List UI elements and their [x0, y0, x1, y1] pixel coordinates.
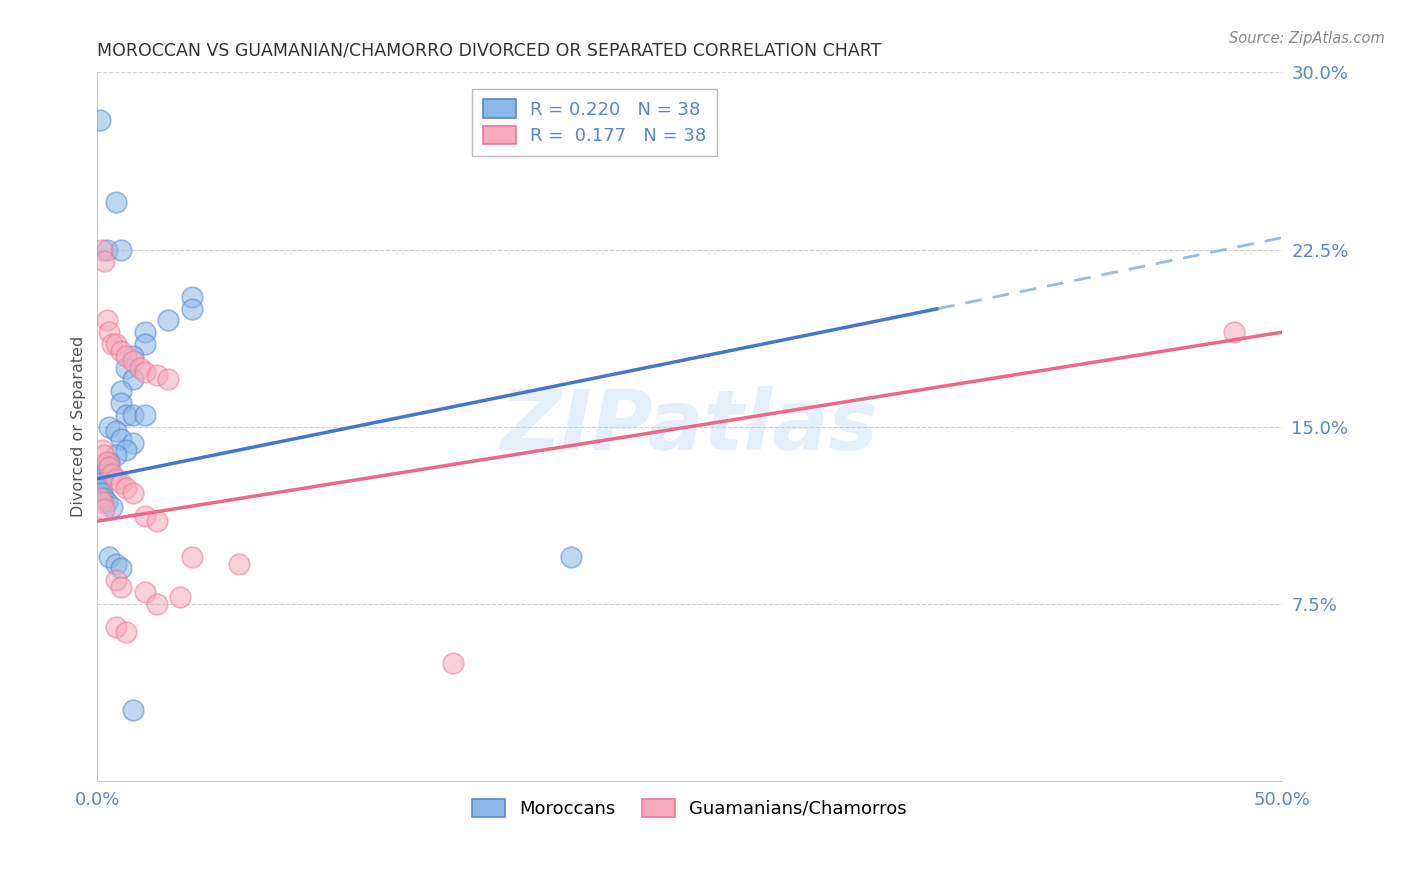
Point	[122, 703, 145, 717]
Point	[560, 549, 582, 564]
Point	[93, 254, 115, 268]
Point	[157, 372, 180, 386]
Point	[89, 112, 111, 127]
Point	[93, 467, 115, 481]
Point	[114, 625, 136, 640]
Point	[122, 486, 145, 500]
Legend: Moroccans, Guamanians/Chamorros: Moroccans, Guamanians/Chamorros	[465, 791, 914, 825]
Point	[110, 561, 132, 575]
Point	[105, 448, 128, 462]
Point	[134, 509, 156, 524]
Point	[105, 573, 128, 587]
Point	[105, 195, 128, 210]
Point	[105, 337, 128, 351]
Point	[110, 384, 132, 399]
Point	[110, 344, 132, 359]
Point	[1223, 325, 1246, 339]
Point	[122, 408, 145, 422]
Point	[110, 396, 132, 410]
Text: ZIPatlas: ZIPatlas	[501, 386, 879, 467]
Point	[105, 472, 128, 486]
Text: Source: ZipAtlas.com: Source: ZipAtlas.com	[1229, 31, 1385, 46]
Point	[114, 443, 136, 458]
Point	[122, 349, 145, 363]
Point	[89, 481, 111, 495]
Point	[98, 549, 121, 564]
Point	[98, 419, 121, 434]
Point	[98, 325, 121, 339]
Point	[105, 620, 128, 634]
Point	[134, 365, 156, 379]
Point	[134, 325, 156, 339]
Point	[93, 491, 115, 505]
Point	[114, 360, 136, 375]
Point	[96, 313, 118, 327]
Y-axis label: Divorced or Separated: Divorced or Separated	[72, 336, 86, 517]
Point	[93, 502, 115, 516]
Text: MOROCCAN VS GUAMANIAN/CHAMORRO DIVORCED OR SEPARATED CORRELATION CHART: MOROCCAN VS GUAMANIAN/CHAMORRO DIVORCED …	[97, 42, 882, 60]
Point	[228, 557, 250, 571]
Point	[129, 360, 152, 375]
Point	[100, 467, 122, 481]
Point	[89, 491, 111, 505]
Point	[157, 313, 180, 327]
Point	[122, 436, 145, 450]
Point	[105, 425, 128, 439]
Point	[110, 580, 132, 594]
Point	[114, 481, 136, 495]
Point	[181, 549, 204, 564]
Point	[91, 495, 114, 509]
Point	[91, 243, 114, 257]
Point	[122, 372, 145, 386]
Point	[96, 495, 118, 509]
Point	[105, 557, 128, 571]
Point	[91, 486, 114, 500]
Point	[110, 243, 132, 257]
Point	[114, 408, 136, 422]
Point	[98, 459, 121, 474]
Point	[96, 243, 118, 257]
Point	[145, 368, 167, 382]
Point	[96, 455, 118, 469]
Point	[181, 301, 204, 316]
Point	[93, 448, 115, 462]
Point	[98, 455, 121, 469]
Point	[96, 459, 118, 474]
Point	[91, 443, 114, 458]
Point	[169, 590, 191, 604]
Point	[110, 432, 132, 446]
Point	[134, 585, 156, 599]
Point	[122, 353, 145, 368]
Point	[89, 476, 111, 491]
Point	[134, 408, 156, 422]
Point	[100, 337, 122, 351]
Point	[145, 514, 167, 528]
Point	[91, 472, 114, 486]
Point	[441, 656, 464, 670]
Point	[114, 349, 136, 363]
Point	[145, 597, 167, 611]
Point	[134, 337, 156, 351]
Point	[110, 476, 132, 491]
Point	[181, 290, 204, 304]
Point	[100, 500, 122, 514]
